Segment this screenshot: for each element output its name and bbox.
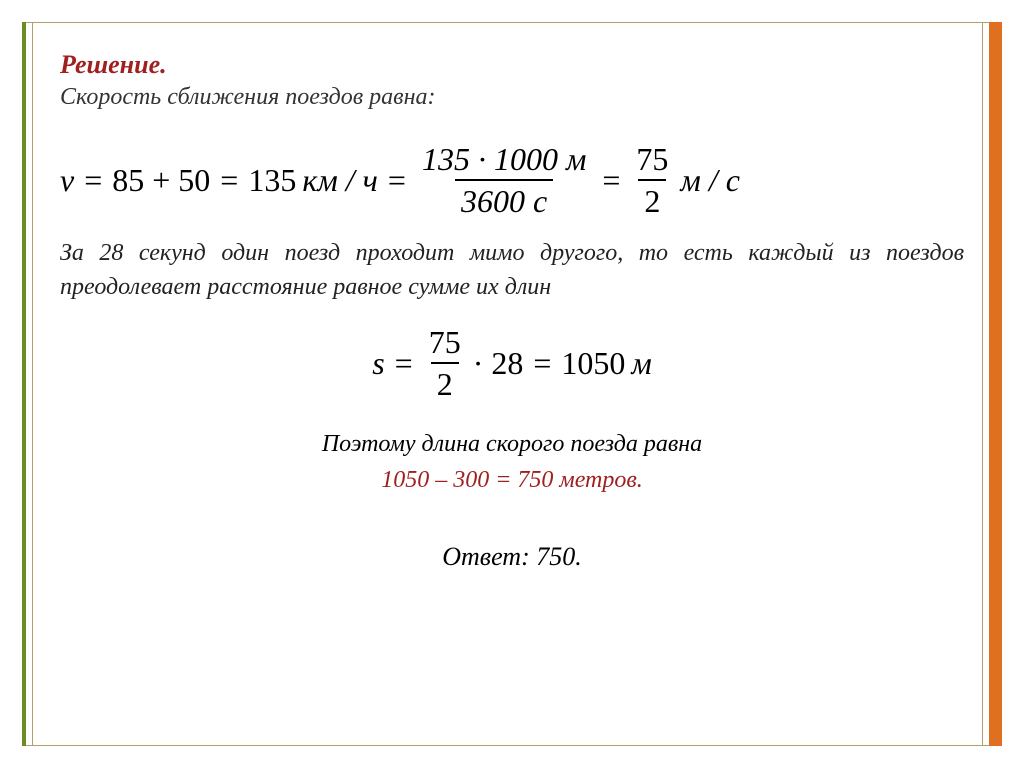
eq-sign: =	[598, 162, 624, 199]
eq1-frac1-num: 135 · 1000 м	[416, 143, 592, 179]
eq-sign: =	[384, 162, 410, 199]
eq2-frac-num: 75	[423, 326, 467, 362]
eq-sign: =	[391, 345, 417, 382]
eq1-sum: 85 + 50	[112, 162, 210, 199]
eq1-frac2-den: 2	[638, 179, 666, 217]
conclusion-line2: 1050 – 300 = 750 метров.	[60, 462, 964, 498]
eq2-var: s	[372, 345, 384, 382]
border-top	[22, 22, 1002, 23]
eq1-var: v	[60, 162, 74, 199]
eq-sign: =	[529, 345, 555, 382]
eq2-frac-den: 2	[431, 362, 459, 400]
eq2-result: 1050	[561, 345, 625, 382]
eq1-unit1: км / ч	[302, 162, 378, 199]
eq1-frac1: 135 · 1000 м 3600 с	[416, 143, 592, 217]
eq2-mult: · 28	[473, 345, 524, 382]
border-left-bar	[22, 22, 26, 746]
eq1-frac1-den: 3600 с	[455, 179, 553, 217]
subheading: Скорость сближения поездов равна:	[60, 84, 964, 111]
eq-sign: =	[216, 162, 242, 199]
border-right-bar	[989, 22, 1002, 746]
body-paragraph: За 28 секунд один поезд проходит мимо др…	[60, 237, 964, 304]
border-left-thin	[32, 22, 33, 746]
eq2-frac: 75 2	[423, 326, 467, 400]
eq1-frac2: 75 2	[630, 143, 674, 217]
heading: Решение.	[60, 50, 964, 80]
equation-s: s = 75 2 · 28 = 1050 м	[60, 326, 964, 400]
slide-frame: Решение. Скорость сближения поездов равн…	[0, 0, 1024, 768]
eq1-frac2-num: 75	[630, 143, 674, 179]
content-area: Решение. Скорость сближения поездов равн…	[60, 50, 964, 718]
answer: Ответ: 750.	[60, 542, 964, 572]
equation-v: v = 85 + 50 = 135 км / ч = 135 · 1000 м …	[60, 143, 964, 217]
border-right-thin	[982, 22, 983, 746]
eq1-unit2: м / с	[680, 162, 740, 199]
eq1-val: 135	[248, 162, 296, 199]
conclusion: Поэтому длина скорого поезда равна 1050 …	[60, 426, 964, 498]
eq2-unit: м	[631, 345, 651, 382]
conclusion-line1: Поэтому длина скорого поезда равна	[60, 426, 964, 462]
eq-sign: =	[80, 162, 106, 199]
border-bottom	[22, 745, 1002, 746]
